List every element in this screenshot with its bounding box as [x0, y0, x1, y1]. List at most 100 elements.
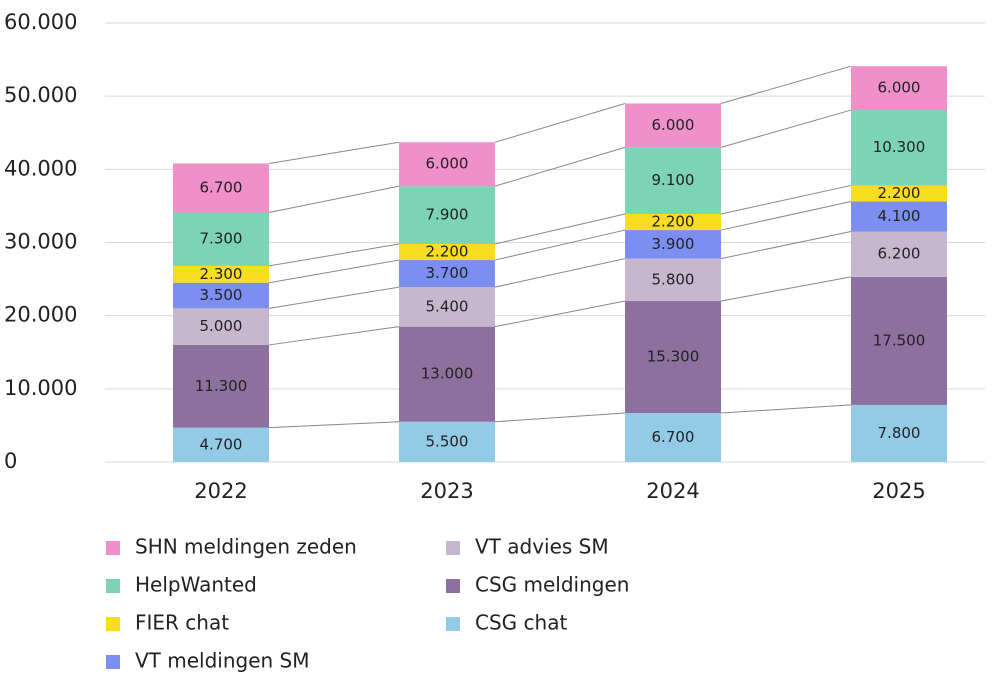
bar-segment — [173, 344, 269, 428]
value-label: 11.300 — [195, 377, 248, 395]
bar-segment — [625, 230, 721, 259]
bar-segment — [851, 66, 947, 111]
value-label: 10.300 — [873, 138, 926, 156]
value-label: 5.500 — [426, 432, 469, 450]
connector-line — [494, 103, 626, 143]
connector-line — [494, 300, 626, 328]
value-label: 6.000 — [878, 79, 921, 97]
bar-segment — [851, 201, 947, 232]
connector-line — [494, 258, 626, 288]
bar-segment — [851, 276, 947, 405]
value-label: 6.000 — [652, 116, 695, 134]
legend-swatch — [106, 655, 120, 669]
bar-segment — [399, 326, 495, 422]
value-label: 4.700 — [200, 435, 243, 453]
connector-line — [268, 243, 400, 267]
value-label: 13.000 — [421, 365, 474, 383]
legend-label: VT advies SM — [475, 535, 609, 559]
value-label: 3.700 — [426, 264, 469, 282]
value-label: 15.300 — [647, 348, 700, 366]
x-tick-label: 2022 — [194, 479, 247, 503]
legend-label: HelpWanted — [135, 573, 257, 597]
y-tick-label: 10.000 — [4, 376, 77, 400]
y-tick-label: 40.000 — [4, 156, 77, 180]
bar-segment — [851, 185, 947, 202]
bar-segment — [173, 163, 269, 213]
legend-swatch — [106, 579, 120, 593]
value-label: 4.100 — [878, 207, 921, 225]
value-label: 2.200 — [652, 213, 695, 231]
legend-swatch — [446, 541, 460, 555]
value-label: 6.200 — [878, 245, 921, 263]
value-label: 3.500 — [200, 286, 243, 304]
connector-line — [268, 259, 400, 284]
value-label: 7.300 — [200, 230, 243, 248]
x-tick-label: 2025 — [872, 479, 925, 503]
bar-segment — [625, 213, 721, 231]
bar-segment — [851, 110, 947, 186]
bar-segment — [399, 186, 495, 244]
bar-segment — [625, 412, 721, 462]
legend-swatch — [106, 541, 120, 555]
legend-label: FIER chat — [135, 611, 229, 635]
connector-line — [720, 65, 852, 104]
value-label: 7.800 — [878, 424, 921, 442]
connector-line — [494, 412, 626, 423]
legend-swatch — [446, 579, 460, 593]
bar-segment — [625, 301, 721, 413]
x-tick-label: 2023 — [420, 479, 473, 503]
connector-line — [268, 421, 400, 429]
bar-segment — [625, 103, 721, 148]
legend-swatch — [106, 617, 120, 631]
bar-segment — [399, 421, 495, 462]
connector-line — [494, 229, 626, 261]
value-label: 6.700 — [652, 428, 695, 446]
value-label: 6.000 — [426, 155, 469, 173]
legend-label: CSG meldingen — [475, 573, 629, 597]
connector-line — [268, 141, 400, 164]
bar-segment — [625, 258, 721, 302]
y-tick-label: 60.000 — [4, 10, 77, 34]
bar-segment — [173, 212, 269, 266]
x-tick-label: 2024 — [646, 479, 699, 503]
value-label: 5.400 — [426, 297, 469, 315]
bar-segment — [173, 282, 269, 309]
connector-line — [268, 185, 400, 213]
value-label: 2.300 — [200, 265, 243, 283]
value-label: 9.100 — [652, 171, 695, 189]
connector-line — [720, 231, 852, 260]
connector-line — [720, 201, 852, 231]
legend-label: SHN meldingen zeden — [135, 535, 357, 559]
value-label: 5.000 — [200, 317, 243, 335]
bar-segment — [625, 147, 721, 214]
bar-segment — [851, 231, 947, 277]
connector-line — [494, 146, 626, 187]
bar-segment — [399, 260, 495, 288]
value-label: 6.700 — [200, 178, 243, 196]
value-label: 3.900 — [652, 235, 695, 253]
bar-segment — [173, 265, 269, 283]
value-label: 5.800 — [652, 270, 695, 288]
value-label: 17.500 — [873, 331, 926, 349]
y-tick-label: 20.000 — [4, 303, 77, 327]
connector-line — [268, 286, 400, 309]
connector-line — [268, 326, 400, 346]
y-tick-label: 30.000 — [4, 230, 77, 254]
bar-segment — [851, 404, 947, 462]
connector-line — [720, 109, 852, 148]
bar-segment — [399, 142, 495, 187]
legend-swatch — [446, 617, 460, 631]
connector-line — [720, 184, 852, 215]
legend-label: VT meldingen SM — [135, 649, 310, 673]
y-tick-label: 0 — [4, 449, 17, 473]
connector-line — [494, 213, 626, 245]
value-label: 2.200 — [878, 184, 921, 202]
bar-segment — [399, 243, 495, 261]
legend-label: CSG chat — [475, 611, 567, 635]
connector-line — [720, 276, 852, 302]
connector-line — [720, 404, 852, 414]
value-label: 7.900 — [426, 206, 469, 224]
value-label: 2.200 — [426, 243, 469, 261]
bar-segment — [399, 287, 495, 327]
